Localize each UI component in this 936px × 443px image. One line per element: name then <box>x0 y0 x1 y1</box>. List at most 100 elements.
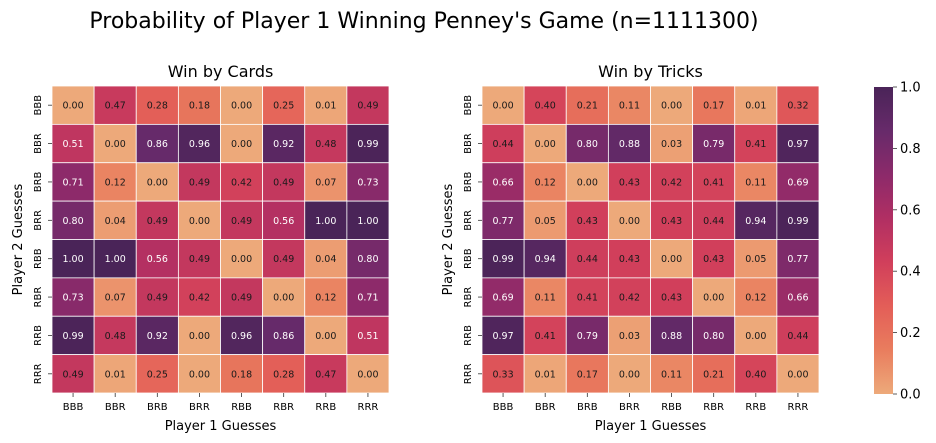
heatmap-cell <box>262 162 306 202</box>
cell-value-label: 0.00 <box>315 331 336 342</box>
heatmap-cell <box>776 277 820 317</box>
y-tick-label: RBR <box>463 287 474 308</box>
cell-value-label: 0.99 <box>62 331 83 342</box>
x-tick-label: RRR <box>358 402 379 413</box>
heatmap-cell <box>523 239 567 279</box>
cell-value-label: 0.00 <box>357 369 378 380</box>
cell-value-label: 0.69 <box>492 293 513 304</box>
cell-value-label: 0.94 <box>535 254 556 265</box>
heatmap-cell <box>220 277 264 317</box>
cell-value-label: 0.92 <box>147 331 168 342</box>
cell-value-label: 0.49 <box>231 216 252 227</box>
cell-value-label: 0.00 <box>189 331 210 342</box>
cell-value-label: 0.00 <box>577 177 598 188</box>
heatmap-cell <box>93 162 137 202</box>
heatmap-cell <box>346 123 390 164</box>
cell-value-label: 0.03 <box>619 331 640 342</box>
cell-value-label: 0.00 <box>787 369 808 380</box>
heatmap-cell <box>607 354 651 394</box>
cell-value-label: 0.00 <box>189 216 210 227</box>
cell-value-label: 0.56 <box>147 254 168 265</box>
heatmap-cell <box>135 277 179 317</box>
heatmap-cell <box>220 200 264 240</box>
cell-value-label: 0.11 <box>619 101 640 112</box>
cell-value-label: 0.12 <box>315 293 336 304</box>
heatmap-cell <box>304 315 348 356</box>
cell-value-label: 0.21 <box>577 101 598 112</box>
heatmap-cell <box>304 239 348 279</box>
cell-value-label: 0.42 <box>619 293 640 304</box>
cell-value-label: 0.01 <box>315 101 336 112</box>
heatmap-cell <box>262 85 306 125</box>
cell-value-label: 0.28 <box>147 101 168 112</box>
cell-value-label: 0.99 <box>787 216 808 227</box>
heatmap-cell <box>220 315 264 356</box>
cell-value-label: 0.28 <box>273 369 294 380</box>
y-tick-label: BBR <box>463 133 474 154</box>
colorbar-tick-label: 0.0 <box>900 388 921 403</box>
cell-value-label: 0.03 <box>661 139 682 150</box>
heatmap-cell <box>304 200 348 240</box>
cell-value-label: 0.77 <box>492 216 513 227</box>
cell-value-label: 0.43 <box>577 216 598 227</box>
cell-value-label: 0.47 <box>105 101 126 112</box>
x-tick-label: RBR <box>273 402 294 413</box>
cell-value-label: 0.00 <box>535 139 556 150</box>
cell-value-label: 0.43 <box>619 177 640 188</box>
cell-value-label: 0.80 <box>357 254 378 265</box>
cell-value-label: 0.47 <box>315 369 336 380</box>
heatmap-panels: Win by Cards 0.00 0.47 0.28 0.18 0.00 0.25 0.01… <box>11 62 820 434</box>
cell-value-label: 0.18 <box>189 101 210 112</box>
heatmap-cell <box>650 85 694 125</box>
heatmap-cell <box>93 277 137 317</box>
heatmap-cell <box>346 277 390 317</box>
heatmap-cell <box>262 315 306 356</box>
cell-value-label: 0.00 <box>661 101 682 112</box>
cell-value-label: 0.49 <box>189 177 210 188</box>
cell-value-label: 0.12 <box>535 177 556 188</box>
cell-value-label: 0.49 <box>189 254 210 265</box>
panel-title: Win by Tricks <box>598 62 703 81</box>
heatmap-cell <box>177 123 221 164</box>
heatmap-cell <box>776 123 820 164</box>
heatmap-cell <box>346 239 390 279</box>
cell-value-label: 0.00 <box>147 177 168 188</box>
x-tick-label: BBR <box>535 402 556 413</box>
cell-value-label: 0.44 <box>703 216 724 227</box>
cell-value-label: 0.43 <box>661 293 682 304</box>
cell-value-label: 0.86 <box>147 139 168 150</box>
cell-value-label: 0.41 <box>535 331 556 342</box>
heatmap-cell <box>734 162 778 202</box>
y-tick-label: BBB <box>33 95 44 116</box>
colorbar: 0.0 0.2 0.4 0.6 0.8 1.0 <box>874 81 921 403</box>
heatmap-cell <box>51 315 95 356</box>
heatmap-cell <box>650 354 694 394</box>
cell-value-label: 0.05 <box>745 254 766 265</box>
heatmap-cell <box>304 277 348 317</box>
cell-value-label: 0.48 <box>315 139 336 150</box>
cell-value-label: 0.00 <box>619 216 640 227</box>
heatmap-cell <box>734 123 778 164</box>
x-axis-label: Player 1 Guesses <box>595 419 707 434</box>
cell-value-label: 0.44 <box>577 254 598 265</box>
heatmap-cell <box>692 162 736 202</box>
heatmap-cell <box>93 85 137 125</box>
heatmap-cell <box>523 162 567 202</box>
cell-value-label: 0.73 <box>357 177 378 188</box>
panel-title: Win by Cards <box>168 62 274 81</box>
heatmap-cell <box>650 239 694 279</box>
cell-value-label: 0.42 <box>189 293 210 304</box>
heatmap-cell <box>776 315 820 356</box>
x-tick-label: BRB <box>577 402 598 413</box>
heatmap-cell <box>692 85 736 125</box>
cell-value-label: 0.07 <box>315 177 336 188</box>
cell-value-label: 0.56 <box>273 216 294 227</box>
cell-value-label: 0.71 <box>357 293 378 304</box>
cell-value-label: 0.12 <box>745 293 766 304</box>
cell-value-label: 0.42 <box>661 177 682 188</box>
heatmap-cell <box>346 162 390 202</box>
y-axis-label: Player 2 Guesses <box>441 183 456 295</box>
y-tick-label: BBR <box>33 133 44 154</box>
y-tick-label: RBB <box>33 248 44 269</box>
